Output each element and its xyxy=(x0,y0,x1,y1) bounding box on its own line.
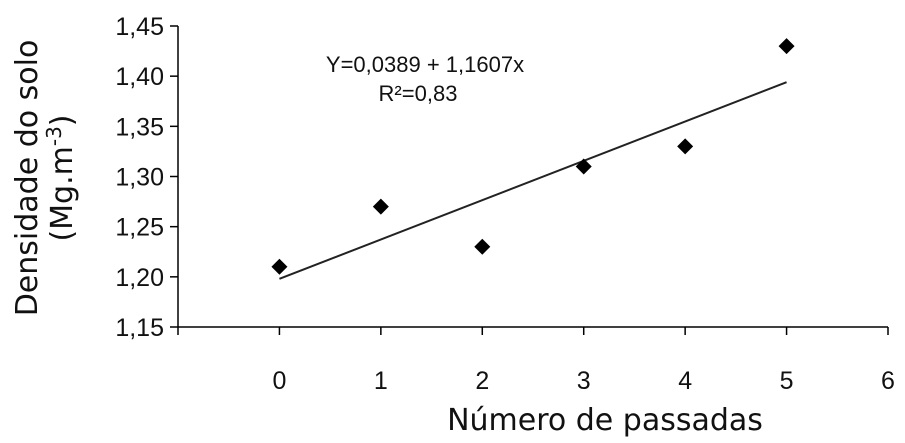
data-point xyxy=(575,158,592,175)
y-tick-label: 1,45 xyxy=(115,13,164,41)
data-points xyxy=(271,38,795,275)
data-point xyxy=(474,238,491,255)
x-tick-label: 3 xyxy=(577,367,591,395)
x-tick-label: 2 xyxy=(475,367,489,395)
x-tick-label: 0 xyxy=(272,367,286,395)
trendline-group xyxy=(279,81,787,280)
y-tick-label: 1,30 xyxy=(115,164,164,192)
axes xyxy=(177,26,888,328)
r-squared-label: R²=0,83 xyxy=(379,81,458,106)
x-axis-title: Número de passadas xyxy=(447,403,763,438)
y-axis-unit-exponent: -3 xyxy=(42,126,66,146)
data-point xyxy=(372,198,389,215)
y-tick-label: 1,40 xyxy=(115,63,164,91)
trendline xyxy=(279,81,787,280)
y-tick-label: 1,25 xyxy=(115,214,164,242)
y-axis-title-line1: Densidade do solo xyxy=(10,40,45,317)
data-point xyxy=(271,258,288,275)
x-tick-label: 1 xyxy=(374,367,388,395)
y-tick-label: 1,15 xyxy=(115,314,164,342)
y-axis-unit-prefix: (Mg.m xyxy=(45,146,80,241)
y-tick-label: 1,35 xyxy=(115,113,164,141)
x-tick-label: 4 xyxy=(678,367,692,395)
data-point xyxy=(778,38,795,55)
y-axis-ticks: 1,15 1,20 1,25 1,30 1,35 1,40 1,45 xyxy=(115,13,178,342)
x-axis-ticks: 0 1 2 3 4 5 6 xyxy=(177,327,895,395)
regression-equation: Y=0,0389 + 1,1607x xyxy=(326,52,524,77)
data-point xyxy=(677,138,694,155)
y-axis-title-line2: (Mg.m-3) xyxy=(42,114,80,241)
y-tick-label: 1,20 xyxy=(115,264,164,292)
x-tick-label: 5 xyxy=(780,367,794,395)
x-tick-label: 6 xyxy=(881,367,895,395)
y-axis-unit-suffix: ) xyxy=(45,114,80,126)
